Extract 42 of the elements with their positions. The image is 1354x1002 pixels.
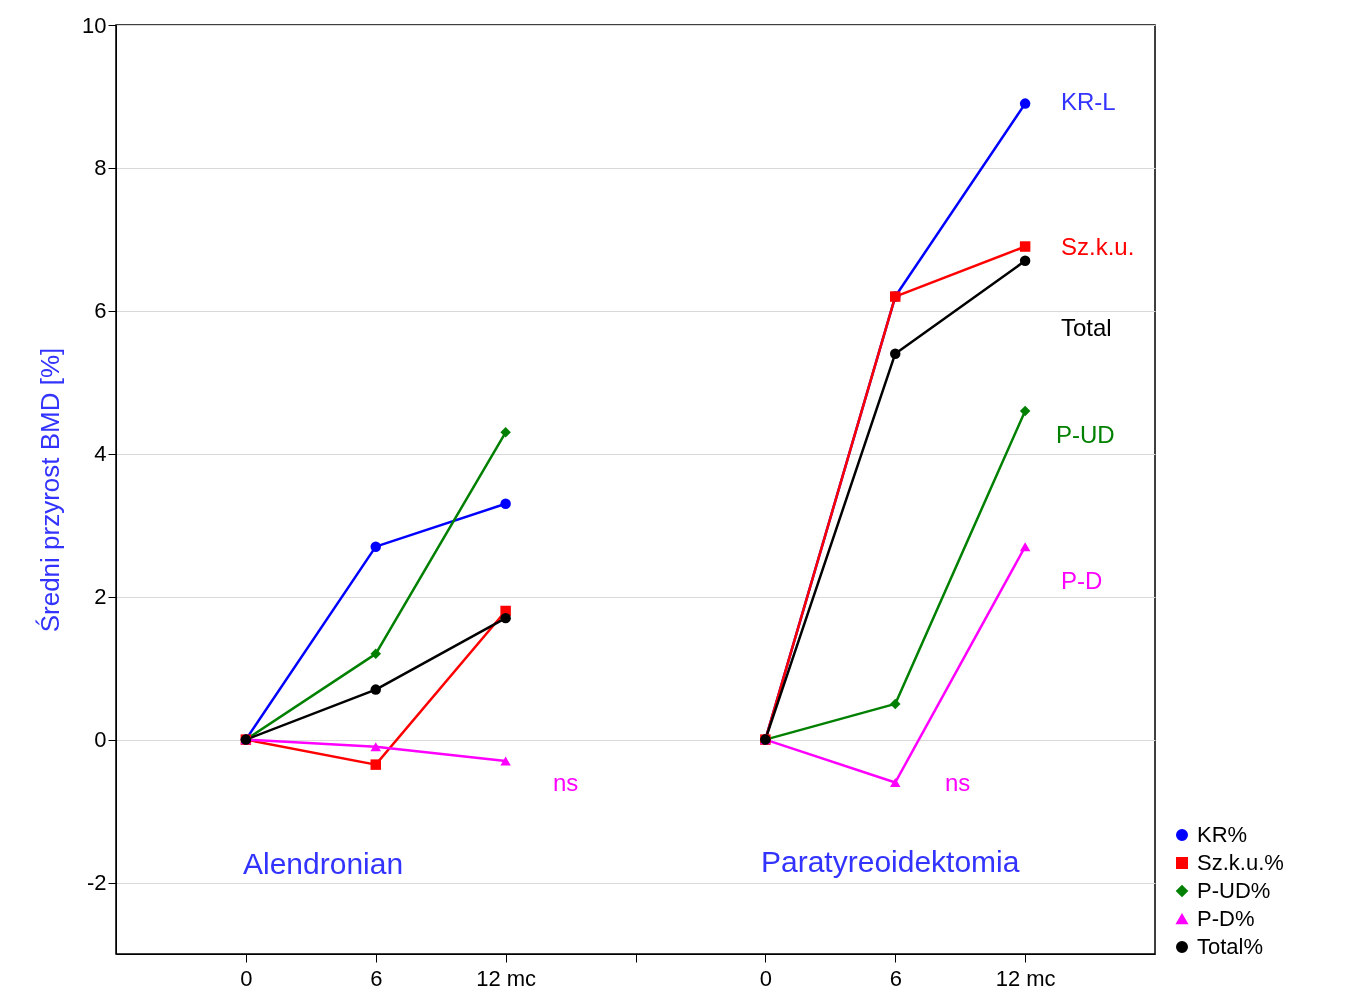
point	[890, 777, 901, 788]
point	[1019, 255, 1031, 267]
point	[370, 541, 381, 552]
y-tick-label: 10	[82, 12, 107, 38]
point	[500, 427, 511, 438]
legend-label: Total%	[1197, 934, 1264, 959]
point	[1019, 542, 1031, 552]
y-tick-label: 4	[94, 441, 107, 467]
x-tick-label: 12 mc	[476, 965, 537, 991]
point	[370, 684, 381, 695]
x-tick-label: 12 mc	[995, 965, 1056, 991]
y-tick-label: 0	[94, 727, 107, 753]
annotation: ns	[553, 769, 579, 796]
annotation: Paratyreoidektomia	[761, 845, 1020, 878]
y-tick-label: 2	[94, 584, 107, 610]
x-tick-label: 6	[889, 965, 902, 991]
annotation: Sz.k.u.	[1061, 233, 1135, 260]
legend-label: KR%	[1197, 822, 1248, 847]
x-tick-label: 0	[759, 965, 772, 991]
point	[1019, 405, 1031, 417]
annotation: P-UD	[1056, 421, 1115, 448]
annotation: Total	[1061, 314, 1112, 341]
x-tick-label: 0	[240, 965, 253, 991]
point	[1019, 241, 1031, 252]
y-axis-title: Średni przyrost BMD [%]	[35, 347, 66, 633]
x-tick-label: 6	[370, 965, 383, 991]
point	[890, 698, 901, 710]
point	[500, 498, 511, 510]
point	[500, 612, 511, 624]
annotation: Alendronian	[243, 847, 404, 880]
legend-label: Sz.k.u.%	[1197, 850, 1284, 875]
y-tick-label: -2	[86, 870, 107, 896]
point	[1019, 98, 1031, 109]
point	[890, 348, 901, 359]
y-tick-label: 8	[94, 155, 107, 181]
y-tick-label: 6	[94, 298, 107, 324]
legend-label: P-D%	[1197, 906, 1255, 931]
annotation: P-D	[1061, 567, 1103, 594]
annotation: KR-L	[1061, 88, 1116, 115]
annotation: ns	[945, 769, 971, 796]
legend-label: P-UD%	[1197, 878, 1271, 903]
point	[370, 648, 381, 660]
